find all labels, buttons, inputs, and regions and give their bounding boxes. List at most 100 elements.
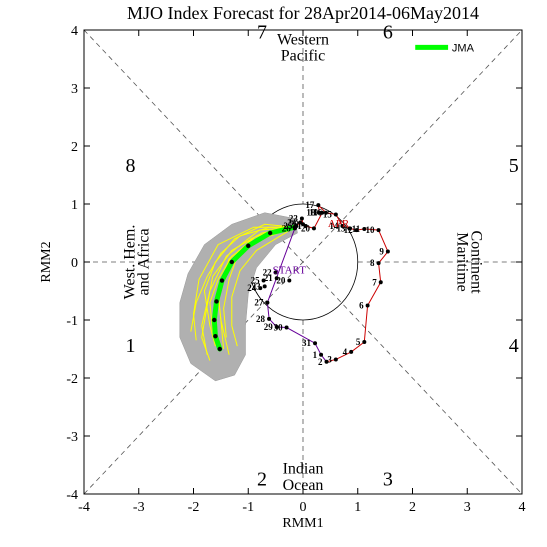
day-label: 6 <box>359 301 364 311</box>
forecast-mean-point <box>213 334 218 339</box>
observed-point <box>311 226 316 231</box>
observed-point <box>274 276 279 281</box>
region-label-bottom: Indian <box>283 461 324 478</box>
day-label: 8 <box>370 258 375 268</box>
observed-point <box>287 278 292 283</box>
day-label: 3 <box>327 354 332 364</box>
phase-number: 5 <box>509 155 519 177</box>
y-tick-label: -4 <box>66 488 78 503</box>
day-label: 14 <box>329 221 339 231</box>
day-label: 30 <box>274 323 284 333</box>
day-label: 25 <box>283 221 293 231</box>
observed-point <box>274 324 279 329</box>
observed-point <box>340 224 345 229</box>
day-label: 19 <box>309 208 319 218</box>
day-label: 5 <box>356 337 361 347</box>
observed-point <box>320 210 325 215</box>
x-tick-label: -3 <box>133 500 145 515</box>
day-label: 25 <box>251 276 261 286</box>
forecast-mean-point <box>219 278 225 283</box>
x-tick-label: 2 <box>409 500 416 515</box>
day-label: 21 <box>264 273 274 283</box>
observed-point <box>376 228 381 233</box>
region-label-left: and Africa <box>136 228 153 295</box>
observed-point <box>284 325 289 330</box>
region-label-top: Western <box>277 32 329 49</box>
forecast-mean-point <box>214 299 219 304</box>
x-tick-label: 3 <box>464 500 471 515</box>
spread-area <box>179 212 298 382</box>
y-tick-label: 0 <box>71 256 78 271</box>
observed-point <box>299 216 304 221</box>
observed-line-march <box>266 228 327 363</box>
observed-point <box>323 210 328 215</box>
chart-title: MJO Index Forecast for 28Apr2014-06May20… <box>127 3 479 23</box>
day-label: 31 <box>302 338 312 348</box>
forecast-mean <box>211 224 298 352</box>
month-label: APR <box>328 218 350 230</box>
observed-point <box>354 228 359 233</box>
diagonal-line <box>83 29 523 495</box>
day-label: 28 <box>256 314 266 324</box>
observed-point <box>385 249 390 254</box>
x-tick-label: -4 <box>78 500 90 515</box>
ensemble-member-line <box>190 226 295 332</box>
day-label: 1 <box>313 350 318 360</box>
day-label: 4 <box>343 347 348 357</box>
ensemble-member-line <box>231 226 296 347</box>
observed-point <box>313 341 318 346</box>
day-label: 18 <box>306 208 316 218</box>
day-label: 13 <box>337 223 347 233</box>
ensemble-member-line <box>201 226 295 361</box>
observed-point <box>349 349 354 354</box>
phase-number: 1 <box>126 335 136 357</box>
observed-point <box>365 303 370 308</box>
region-label-right: Continent <box>468 230 485 294</box>
phase-number: 6 <box>383 22 393 44</box>
day-label: 7 <box>372 277 377 287</box>
day-label: 20 <box>276 276 286 286</box>
y-tick-label: 3 <box>71 82 78 97</box>
day-label: 24 <box>287 218 297 228</box>
observed-point <box>333 357 338 362</box>
y-tick-label: 4 <box>71 24 78 39</box>
observed-point <box>292 226 297 231</box>
day-label: 12 <box>344 225 354 235</box>
observed-point <box>261 278 266 283</box>
phase-number: 3 <box>383 468 393 490</box>
day-label: 22 <box>290 219 300 229</box>
y-tick-label: -1 <box>66 314 78 329</box>
y-tick-label: -3 <box>66 430 78 445</box>
y-tick-label: -2 <box>66 372 78 387</box>
phase-number: 2 <box>257 468 267 490</box>
observed-point <box>362 340 367 345</box>
forecast-mean-point <box>217 346 222 352</box>
x-tick-label: -2 <box>188 500 200 515</box>
observed-track: 2345678910111213141516171819202122232425… <box>247 200 390 367</box>
phase-number: 7 <box>257 22 267 44</box>
ensemble-member-line <box>192 226 295 341</box>
observed-point <box>316 203 321 208</box>
observed-point <box>319 352 324 357</box>
observed-point <box>376 261 381 266</box>
region-label-top: Pacific <box>281 48 325 65</box>
region-label-bottom: Ocean <box>283 477 324 494</box>
phase-number: 8 <box>126 155 136 177</box>
x-tick-label: 1 <box>354 500 361 515</box>
observed-point <box>258 286 263 291</box>
y-tick-label: 1 <box>71 198 78 213</box>
observed-point <box>362 226 367 231</box>
observed-point <box>333 212 338 217</box>
region-label-right: Maritime <box>453 232 470 292</box>
observed-point <box>324 359 329 364</box>
legend-label-jma: JMA <box>452 42 475 54</box>
observed-point <box>273 270 278 275</box>
y-axis-title: RMM2 <box>39 241 54 282</box>
day-label: 29 <box>264 322 274 332</box>
day-label: 26 <box>282 223 292 233</box>
observed-point <box>347 226 352 231</box>
start-label: START <box>273 265 307 277</box>
